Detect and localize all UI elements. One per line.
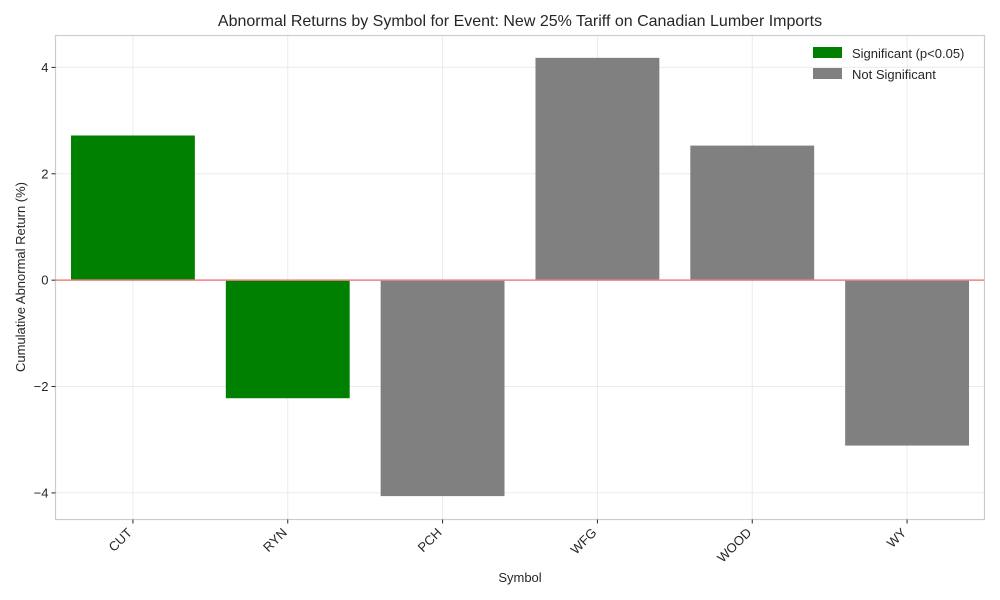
x-axis: CUT RYN PCH WFG WOOD WY: [106, 519, 910, 565]
y-axis: −4 −2 0 2 4: [34, 60, 56, 500]
x-tick-label: PCH: [415, 525, 445, 555]
y-tick-label: 0: [41, 273, 48, 288]
bar-cut: [70, 135, 195, 281]
bar-ryn: [225, 280, 350, 399]
legend-swatch-not-significant: [813, 68, 842, 79]
x-tick-label: WY: [884, 525, 910, 551]
y-tick-label: −4: [34, 485, 49, 500]
bar-wfg: [535, 57, 660, 281]
x-tick-label: WOOD: [714, 525, 754, 565]
y-tick-label: 2: [41, 166, 48, 181]
x-tick-label: RYN: [260, 525, 290, 555]
legend-label-significant: Significant (p<0.05): [852, 46, 964, 61]
legend-label-not-significant: Not Significant: [852, 67, 936, 82]
y-tick-label: 4: [41, 60, 48, 75]
x-axis-label: Symbol: [498, 570, 541, 585]
bar-wy: [845, 280, 970, 446]
y-axis-label: Cumulative Abnormal Return (%): [13, 182, 28, 372]
bar-pch: [380, 280, 505, 497]
legend-swatch-significant: [813, 47, 842, 58]
y-tick-label: −2: [34, 379, 49, 394]
plot-frame: [54, 34, 986, 521]
bars: [70, 57, 970, 497]
bar-wood: [690, 145, 815, 281]
legend: Significant (p<0.05) Not Significant: [813, 46, 964, 82]
x-tick-label: CUT: [106, 525, 136, 555]
chart-title: Abnormal Returns by Symbol for Event: Ne…: [218, 13, 822, 30]
x-tick-label: WFG: [567, 525, 599, 557]
